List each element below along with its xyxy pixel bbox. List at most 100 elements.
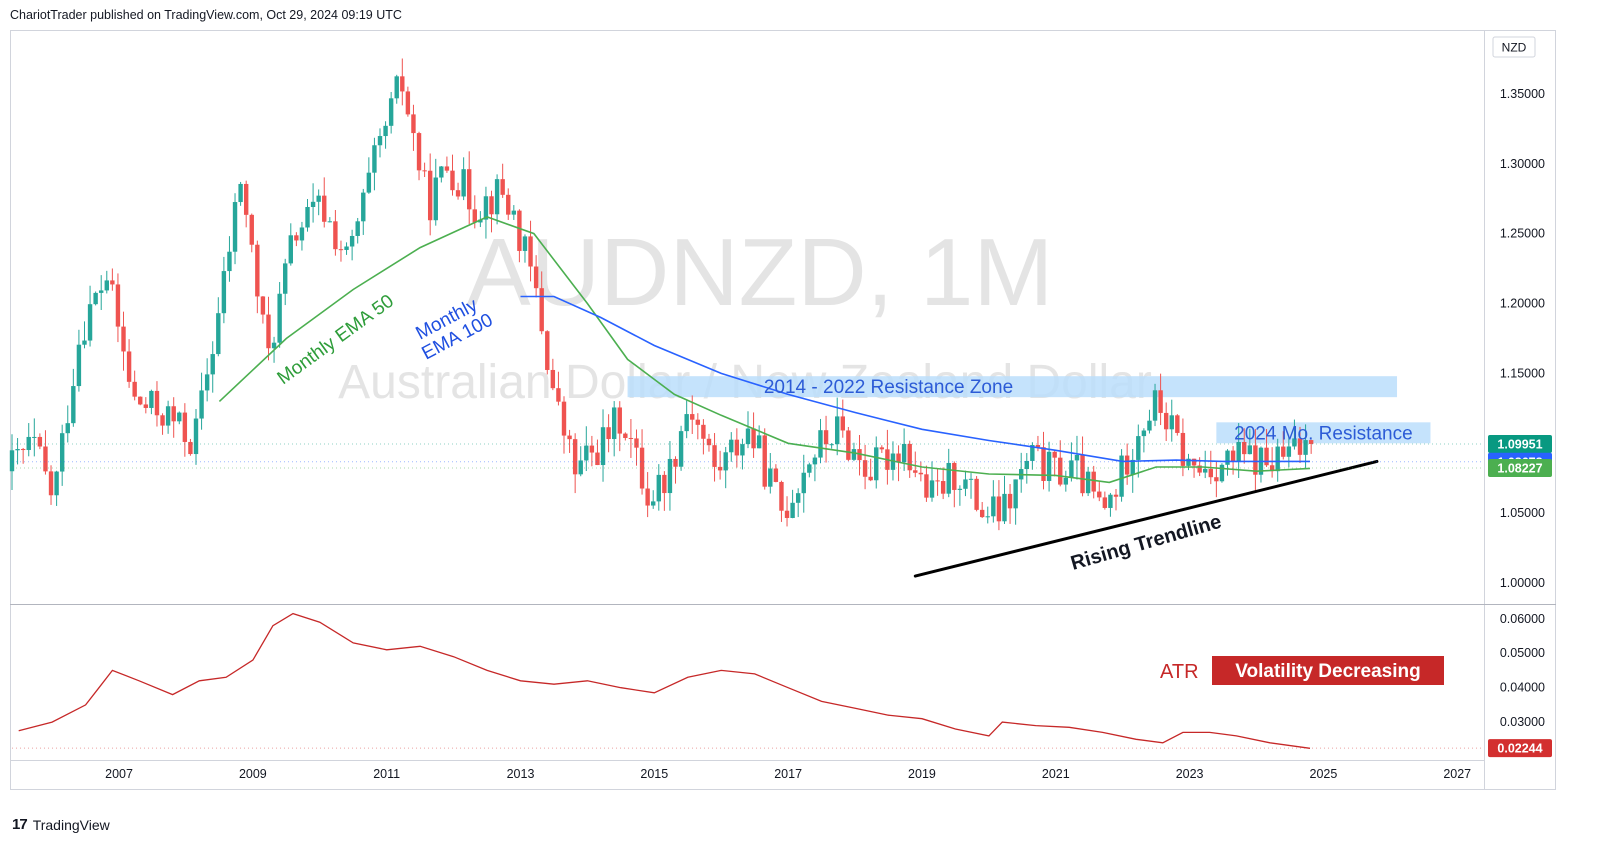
candle xyxy=(729,432,734,462)
candle xyxy=(717,450,723,480)
price-tick-label: 1.25000 xyxy=(1500,227,1545,241)
candle xyxy=(405,86,411,117)
candle xyxy=(333,210,338,256)
candle-body xyxy=(1069,460,1074,478)
candle xyxy=(768,453,773,494)
price-tick-label: 1.00000 xyxy=(1500,576,1545,590)
candle-body xyxy=(138,396,143,405)
candle xyxy=(996,480,1002,531)
candle xyxy=(400,58,405,106)
candle-body xyxy=(182,412,188,442)
candle xyxy=(584,426,589,472)
candle xyxy=(260,296,266,324)
candle xyxy=(377,128,383,158)
candle xyxy=(422,162,427,178)
candle-body xyxy=(1035,445,1041,448)
candle xyxy=(1163,402,1169,442)
candle-body xyxy=(349,235,355,247)
candle xyxy=(338,240,344,262)
candle-body xyxy=(617,407,622,434)
candle xyxy=(299,221,305,251)
candle-body xyxy=(322,195,327,222)
candle xyxy=(723,446,728,489)
candle-body xyxy=(232,202,238,252)
candle xyxy=(59,424,65,486)
candle xyxy=(383,121,388,149)
candle-body xyxy=(1074,454,1080,461)
candle-body xyxy=(572,439,578,475)
candle xyxy=(751,412,756,458)
candle xyxy=(1258,446,1264,483)
candle-body xyxy=(500,179,505,195)
candle xyxy=(65,405,70,443)
candle xyxy=(1052,450,1057,477)
candle xyxy=(868,458,873,482)
candle xyxy=(667,441,673,511)
candle xyxy=(1242,428,1247,464)
candle-body xyxy=(82,340,87,345)
trendline-label: Rising Trendline xyxy=(1068,511,1224,575)
candle xyxy=(494,174,500,225)
candle xyxy=(991,480,996,523)
atr-line xyxy=(18,612,1311,749)
candle xyxy=(628,419,634,458)
candle xyxy=(266,296,271,361)
candle xyxy=(394,74,399,104)
candle xyxy=(171,397,176,438)
candle xyxy=(43,430,48,475)
candle xyxy=(48,465,54,505)
candle-body xyxy=(20,449,26,451)
candle-body xyxy=(266,314,271,349)
currency-tag-box[interactable] xyxy=(1492,36,1536,58)
candle xyxy=(1141,428,1147,453)
candle xyxy=(132,370,137,401)
candle-body xyxy=(204,374,210,391)
candle xyxy=(1191,458,1197,478)
candle-body xyxy=(684,414,689,432)
candle xyxy=(444,156,450,173)
candle xyxy=(177,411,182,425)
candle-body xyxy=(690,414,695,420)
candle-body xyxy=(494,179,500,215)
currency-tag[interactable]: NZD xyxy=(1502,41,1527,55)
tradingview-logo[interactable]: 17 TradingView xyxy=(12,816,110,833)
candle-body xyxy=(132,381,137,397)
candle xyxy=(1225,449,1230,476)
candle-body xyxy=(177,412,182,422)
candle xyxy=(99,275,104,311)
candle-body xyxy=(99,290,104,293)
candle xyxy=(896,445,901,482)
ema50-badge-box xyxy=(1488,459,1552,478)
candle-body xyxy=(255,244,260,297)
candle-body xyxy=(533,266,539,289)
candle xyxy=(1069,442,1074,482)
candle-body xyxy=(316,195,321,202)
candle-body xyxy=(115,284,121,327)
candle xyxy=(762,428,767,490)
candle xyxy=(578,446,583,477)
candle-body xyxy=(361,192,366,222)
candle-body xyxy=(611,407,617,440)
candle xyxy=(93,291,98,306)
candle xyxy=(1108,492,1113,517)
candle xyxy=(349,229,355,261)
ema-layer xyxy=(218,216,1311,484)
candle xyxy=(1035,435,1041,452)
candle xyxy=(506,188,511,220)
candle xyxy=(528,220,533,282)
candle-body xyxy=(1024,460,1029,470)
candle-body xyxy=(427,170,433,221)
candle-body xyxy=(578,460,583,475)
candle-body xyxy=(1191,458,1197,466)
candle-body xyxy=(935,480,940,482)
candle-body xyxy=(1303,440,1308,455)
candle-body xyxy=(76,344,82,387)
candle-body xyxy=(801,472,806,494)
candle xyxy=(388,91,394,134)
candle xyxy=(807,462,812,478)
candle-body xyxy=(126,351,132,382)
candle xyxy=(862,444,868,490)
candle-body xyxy=(227,251,232,272)
candle xyxy=(305,198,310,232)
